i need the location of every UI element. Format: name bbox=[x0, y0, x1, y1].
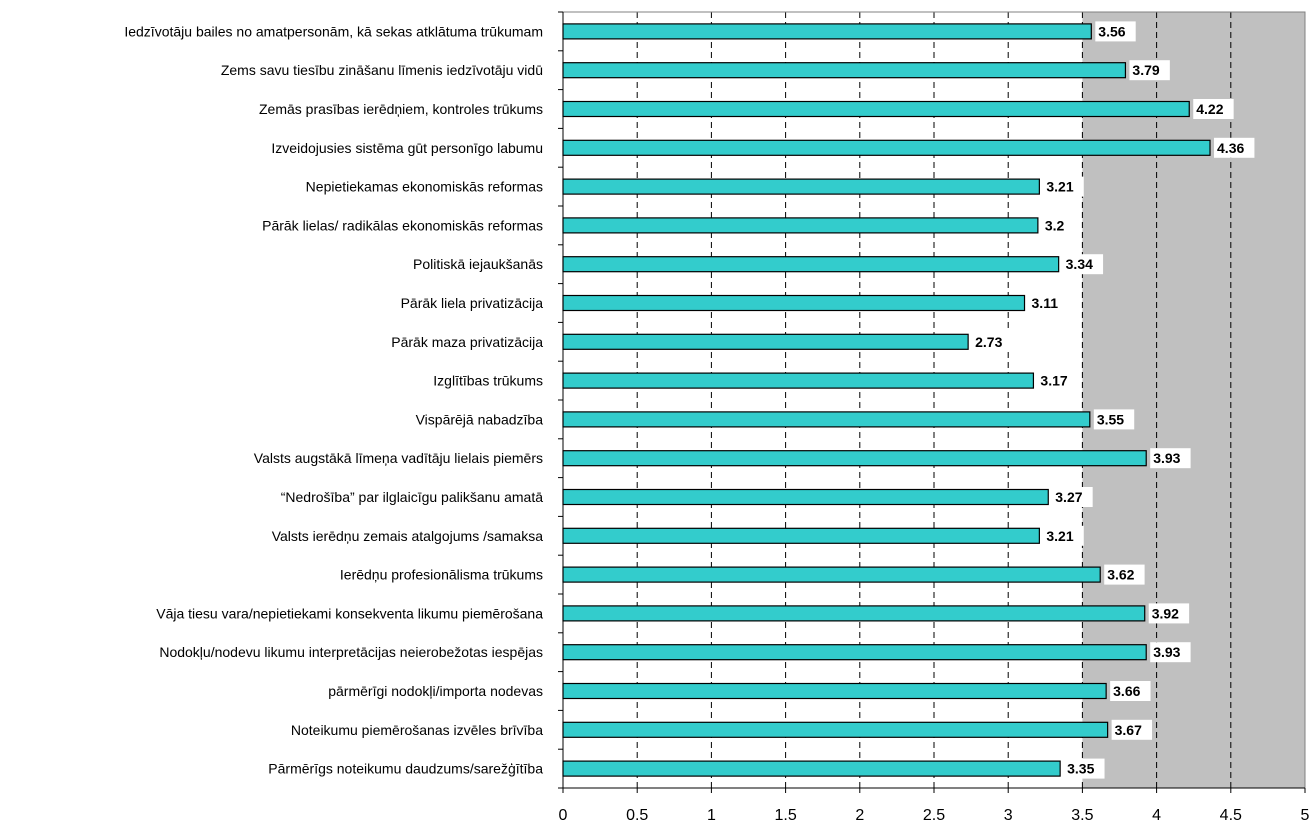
data-label-bg bbox=[1041, 215, 1074, 236]
category-label: Ierēdņu profesionālisma trūkums bbox=[340, 567, 543, 583]
data-label: 2.73 bbox=[975, 334, 1002, 350]
plot-area-white bbox=[563, 12, 1083, 788]
data-label-bg bbox=[1104, 564, 1145, 585]
data-label: 3.93 bbox=[1153, 450, 1180, 466]
category-label: Valsts augstākā līmeņa vadītāju lielais … bbox=[254, 450, 543, 466]
data-label: 4.36 bbox=[1217, 140, 1244, 156]
bar bbox=[562, 450, 1147, 467]
category-label: Iedzīvotāju bailes no amatpersonām, kā s… bbox=[124, 23, 543, 39]
data-label-bg bbox=[1095, 21, 1136, 42]
x-tick-label: 2 bbox=[855, 807, 864, 824]
data-label-bg bbox=[1037, 370, 1078, 391]
data-label: 3.21 bbox=[1046, 179, 1073, 195]
data-label: 3.79 bbox=[1132, 62, 1159, 78]
bar bbox=[562, 178, 1040, 195]
data-label: 3.62 bbox=[1107, 567, 1134, 583]
data-label-bg bbox=[1148, 603, 1190, 624]
x-tick-label: 5 bbox=[1301, 807, 1310, 824]
data-label: 3.55 bbox=[1097, 411, 1124, 427]
category-label: Politiskā iejaukšanās bbox=[413, 256, 543, 272]
data-label: 4.22 bbox=[1196, 101, 1223, 117]
data-label-bg bbox=[1214, 137, 1255, 158]
category-label: Zems savu tiesību zināšanu līmenis iedzī… bbox=[221, 62, 543, 78]
bar bbox=[562, 760, 1061, 777]
data-label: 3.92 bbox=[1152, 605, 1179, 621]
category-label: Zemās prasības ierēdņiem, kontroles trūk… bbox=[259, 101, 543, 117]
data-label-bg bbox=[1150, 448, 1191, 469]
bar bbox=[562, 721, 1109, 738]
data-label-bg bbox=[1129, 60, 1170, 81]
category-label: Pārāk lielas/ radikālas ekonomiskās refo… bbox=[262, 217, 543, 233]
bars bbox=[562, 23, 1211, 777]
bar bbox=[562, 23, 1092, 40]
category-label: Pārmērīgs noteikumu daudzums/sarežģītība bbox=[268, 761, 543, 777]
data-label: 3.21 bbox=[1046, 528, 1073, 544]
data-label: 3.35 bbox=[1067, 761, 1094, 777]
data-label-bg bbox=[1110, 681, 1151, 701]
category-label: Noteikumu piemērošanas izvēles brīvība bbox=[291, 722, 543, 738]
data-label-bg bbox=[1062, 254, 1104, 275]
plot-area-shaded bbox=[1082, 12, 1305, 788]
data-label: 3.17 bbox=[1040, 373, 1067, 389]
x-tick-label: 1.5 bbox=[774, 807, 796, 824]
category-label: Izglītības trūkums bbox=[433, 373, 543, 389]
data-label-bg bbox=[1150, 642, 1191, 663]
category-label: Vispārējā nabadzība bbox=[416, 411, 544, 427]
category-label: Vāja tiesu vara/nepietiekami konsekventa… bbox=[156, 605, 543, 621]
bar bbox=[562, 605, 1146, 622]
x-tick-label: 2.5 bbox=[923, 807, 945, 824]
data-label-bg bbox=[972, 331, 1013, 352]
x-tick-label: 3.5 bbox=[1071, 807, 1093, 824]
bar bbox=[562, 372, 1035, 389]
bar bbox=[562, 294, 1026, 312]
bar bbox=[562, 411, 1091, 428]
data-label-bg bbox=[1052, 487, 1093, 507]
category-label: Nodokļu/nodevu likumu interpretācijas ne… bbox=[159, 644, 543, 660]
category-label: “Nedrošība” par ilglaicīgu palikšanu ama… bbox=[281, 489, 543, 505]
category-label: Pārāk liela privatizācija bbox=[401, 295, 544, 311]
data-label-bg bbox=[1093, 409, 1135, 430]
labels: 0 0.5 1 1.5 2 2.5 3 3.5 4 4.5 5 Iedzīvotāju bailes … bbox=[124, 21, 1310, 824]
data-label: 3.11 bbox=[1032, 295, 1059, 311]
bar bbox=[562, 256, 1060, 273]
x-tick-label: 1 bbox=[707, 807, 716, 824]
x-tick-label: 4.5 bbox=[1220, 807, 1242, 824]
bar bbox=[562, 682, 1107, 700]
data-label: 3.27 bbox=[1055, 489, 1082, 505]
x-tick-label: 4 bbox=[1152, 807, 1161, 824]
data-label: 3.56 bbox=[1098, 23, 1125, 39]
data-label: 3.34 bbox=[1066, 256, 1093, 272]
x-tick-label: 0 bbox=[559, 807, 568, 824]
x-tick-label: 3 bbox=[1004, 807, 1013, 824]
data-label-bg bbox=[1064, 758, 1105, 779]
data-label-bg bbox=[1193, 99, 1234, 119]
bar bbox=[562, 566, 1101, 583]
bar bbox=[562, 217, 1039, 234]
category-label: Pārāk maza privatizācija bbox=[391, 334, 543, 350]
bar bbox=[562, 333, 969, 350]
bar bbox=[562, 62, 1127, 79]
category-label: Valsts ierēdņu zemais atalgojums /samaks… bbox=[272, 528, 544, 544]
bar bbox=[562, 488, 1049, 506]
category-label: Izveidojusies sistēma gūt personīgo labu… bbox=[271, 140, 543, 156]
x-tick-label: 0.5 bbox=[626, 807, 648, 824]
axes bbox=[558, 11, 1306, 793]
category-label: pārmērīgi nodokļi/importa nodevas bbox=[328, 683, 543, 699]
data-label: 3.66 bbox=[1113, 683, 1140, 699]
bar bbox=[562, 527, 1040, 544]
data-label-bg bbox=[1111, 719, 1153, 740]
category-label: Nepietiekamas ekonomiskās reformas bbox=[306, 179, 543, 195]
bar bbox=[562, 139, 1211, 156]
data-label-bg bbox=[1043, 176, 1084, 197]
bar bbox=[562, 100, 1190, 118]
data-label: 3.67 bbox=[1115, 722, 1142, 738]
data-label-bg bbox=[1028, 293, 1069, 313]
data-label: 3.2 bbox=[1045, 217, 1065, 233]
bar bbox=[562, 644, 1147, 661]
data-label-bg bbox=[1043, 525, 1084, 546]
data-label: 3.93 bbox=[1153, 644, 1180, 660]
